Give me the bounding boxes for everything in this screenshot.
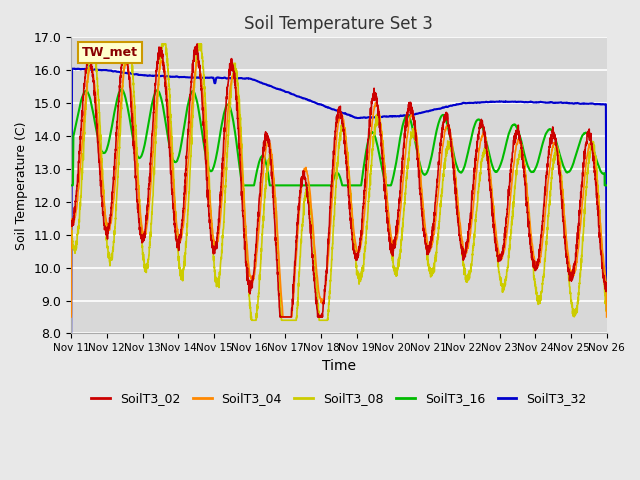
- Title: Soil Temperature Set 3: Soil Temperature Set 3: [244, 15, 433, 33]
- Text: TW_met: TW_met: [82, 46, 138, 59]
- X-axis label: Time: Time: [322, 359, 356, 372]
- Legend: SoilT3_02, SoilT3_04, SoilT3_08, SoilT3_16, SoilT3_32: SoilT3_02, SoilT3_04, SoilT3_08, SoilT3_…: [86, 387, 591, 410]
- Y-axis label: Soil Temperature (C): Soil Temperature (C): [15, 121, 28, 250]
